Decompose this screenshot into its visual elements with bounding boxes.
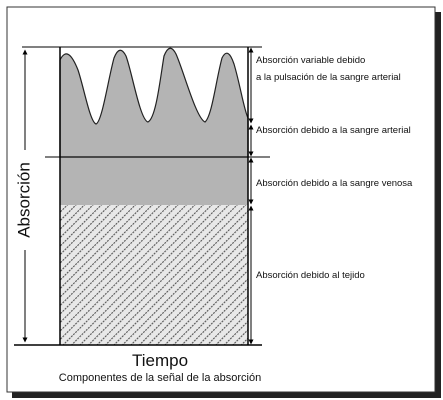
caption: Componentes de la señal de la absorción — [59, 372, 261, 384]
axis-label-bg — [14, 150, 36, 250]
annotation: Absorción debido a la sangre arterial — [256, 125, 411, 136]
annotation: Absorción debido a la sangre venosa — [256, 178, 413, 189]
annotation: Absorción variable debido — [256, 55, 365, 66]
axis-label: Absorción — [14, 162, 33, 238]
annotation: a la pulsación de la sangre arterial — [256, 72, 401, 83]
tissue-region — [60, 205, 248, 345]
venous-region — [60, 157, 248, 205]
x-label: Tiempo — [132, 351, 188, 370]
pulsatile-region — [59, 47, 249, 158]
annotation: Absorción debido al tejido — [256, 270, 365, 281]
